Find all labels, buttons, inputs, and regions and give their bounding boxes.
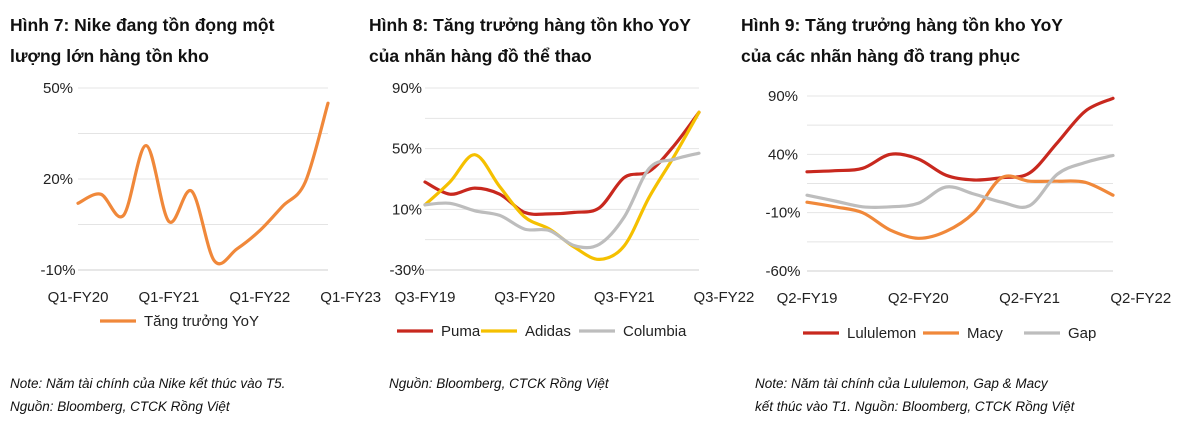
legend-label: Macy <box>967 325 1003 342</box>
x-tick-label: Q2-FY21 <box>999 290 1060 307</box>
panel-sportswear: Hình 8: Tăng trưởng hàng tồn kho YoY của… <box>369 0 754 434</box>
x-tick-label: Q2-FY20 <box>888 290 949 307</box>
y-tick-label: -30% <box>389 262 424 279</box>
y-tick-label: 50% <box>392 141 422 158</box>
x-tick-label: Q1-FY21 <box>138 289 199 306</box>
legend-label: Lululemon <box>847 325 916 342</box>
x-tick-label: Q3-FY20 <box>494 289 555 306</box>
legend-label: Gap <box>1068 325 1096 342</box>
sportswear-inventory-chart: 90% 50% 10% -30% Q3-FY19 Q3-FY20 Q3-FY21 Q3-FY2… <box>389 80 754 340</box>
y-tick-label: 90% <box>768 88 798 105</box>
series-line-puma <box>423 110 701 216</box>
nike-inventory-chart: 50% 20% -10% Q1-FY20 Q1-FY21 Q1-FY22 Q1-FY23 Tă… <box>40 80 381 330</box>
y-tick-label: -10% <box>40 262 75 279</box>
x-tick-label: Q1-FY20 <box>48 289 109 306</box>
chart-note: Note: Năm tài chính của Lululemon, Gap &… <box>755 376 1075 414</box>
series-line-columbia <box>423 151 701 250</box>
series-line-gap <box>805 153 1115 209</box>
apparel-inventory-chart: 90% 40% -10% -60% Q2-FY19 Q2-FY20 Q2-FY21 Q2-FY… <box>765 88 1171 342</box>
x-tick-label: Q1-FY23 <box>320 289 381 306</box>
legend-label: Adidas <box>525 323 571 340</box>
y-tick-label: 50% <box>43 80 73 97</box>
x-tick-label: Q2-FY22 <box>1110 290 1171 307</box>
y-tick-label: 90% <box>392 80 422 97</box>
x-tick-label: Q2-FY19 <box>777 290 838 307</box>
x-tick-label: Q1-FY22 <box>229 289 290 306</box>
legend-label: Tăng trưởng YoY <box>144 313 259 330</box>
chart-title: Hình 8: Tăng trưởng hàng tồn kho YoY của… <box>369 15 691 66</box>
chart-title: Hình 9: Tăng trưởng hàng tồn kho YoY của… <box>741 15 1063 66</box>
panel-apparel: Hình 9: Tăng trưởng hàng tồn kho YoY của… <box>741 0 1171 434</box>
x-tick-label: Q3-FY19 <box>395 289 456 306</box>
y-tick-label: 40% <box>768 146 798 163</box>
series-line-tăng-trưởng-yoy <box>76 101 330 266</box>
y-tick-label: 10% <box>392 201 422 218</box>
y-tick-label: -60% <box>765 263 800 280</box>
chart-title: Hình 7: Nike đang tồn đọng một lượng lớn… <box>10 15 275 66</box>
y-tick-label: 20% <box>43 171 73 188</box>
x-tick-label: Q3-FY22 <box>693 289 754 306</box>
panel-nike: Hình 7: Nike đang tồn đọng một lượng lớn… <box>10 0 381 434</box>
chart-note: Note: Năm tài chính của Nike kết thúc và… <box>10 376 286 414</box>
chart-note: Nguồn: Bloomberg, CTCK Rồng Việt <box>389 376 609 391</box>
legend-label: Columbia <box>623 323 687 340</box>
legend-label: Puma <box>441 323 481 340</box>
x-tick-label: Q3-FY21 <box>594 289 655 306</box>
series-line-lululemon <box>805 96 1115 182</box>
series-line-macy <box>805 174 1115 240</box>
y-tick-label: -10% <box>765 205 800 222</box>
